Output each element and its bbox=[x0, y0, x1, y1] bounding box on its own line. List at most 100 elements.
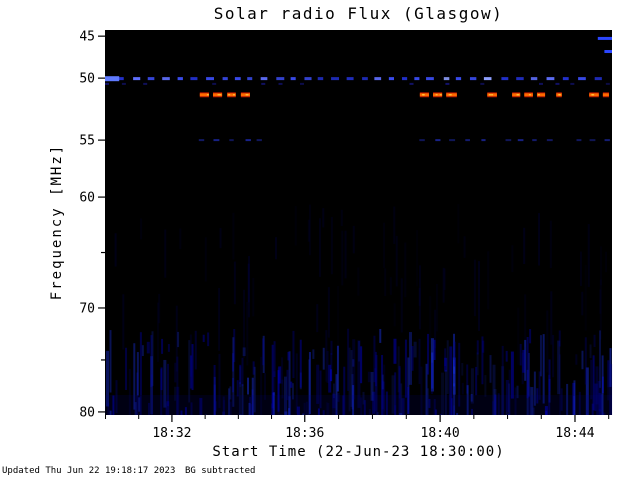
noise-streak bbox=[595, 366, 599, 405]
interference-dash bbox=[501, 77, 509, 81]
burst-hot-pixel bbox=[537, 94, 540, 96]
noise-streak bbox=[558, 330, 561, 347]
burst-hot-pixel bbox=[422, 94, 425, 96]
noise-streak bbox=[581, 350, 584, 370]
interference-dash bbox=[317, 77, 324, 81]
noise-streak bbox=[398, 367, 401, 399]
interference-dash bbox=[276, 77, 285, 81]
faint-dash bbox=[589, 139, 596, 142]
noise-streak bbox=[179, 228, 182, 250]
x-tick bbox=[304, 415, 306, 422]
noise-streak bbox=[151, 331, 154, 386]
noise-streak bbox=[522, 349, 526, 373]
noise-streak bbox=[507, 414, 510, 415]
noise-streak bbox=[328, 364, 332, 393]
noise-streak bbox=[332, 392, 336, 415]
noise-streak bbox=[482, 340, 485, 353]
noise-streak bbox=[275, 237, 278, 260]
noise-streak bbox=[463, 236, 466, 258]
x-minor-tick bbox=[204, 415, 206, 419]
noise-streak bbox=[508, 369, 511, 415]
noise-streak bbox=[231, 353, 234, 372]
noise-streak bbox=[477, 261, 480, 331]
x-tick bbox=[574, 415, 576, 422]
noise-streak bbox=[299, 339, 302, 388]
noise-streak bbox=[530, 387, 534, 415]
interference-dash bbox=[455, 77, 462, 81]
noise-streak bbox=[341, 230, 344, 286]
noise-streak bbox=[166, 401, 170, 415]
noise-streak bbox=[219, 228, 222, 249]
noise-streak bbox=[164, 229, 167, 278]
noise-streak bbox=[433, 339, 436, 360]
interference-dash bbox=[260, 77, 268, 81]
noise-streak bbox=[501, 366, 505, 415]
noise-streak bbox=[270, 403, 273, 415]
interference-dash-faint bbox=[555, 82, 560, 85]
interference-dash bbox=[530, 77, 538, 81]
interference-dash bbox=[483, 77, 492, 81]
noise-streak bbox=[426, 388, 429, 415]
faint-dash bbox=[213, 139, 220, 142]
edge-artifact bbox=[597, 36, 612, 40]
noise-streak bbox=[443, 268, 446, 291]
noise-streak bbox=[232, 212, 235, 260]
x-minor-tick bbox=[405, 415, 407, 419]
noise-streak bbox=[494, 394, 497, 415]
noise-streak bbox=[453, 359, 456, 374]
noise-streak bbox=[470, 393, 473, 402]
x-minor-tick bbox=[540, 415, 542, 419]
noise-streak bbox=[393, 303, 396, 327]
noise-streak bbox=[444, 357, 448, 372]
noise-streak bbox=[363, 400, 366, 415]
noise-streak bbox=[316, 364, 320, 404]
noise-streak bbox=[524, 294, 527, 347]
noise-streak bbox=[587, 224, 590, 287]
noise-streak bbox=[501, 345, 504, 415]
noise-streak bbox=[322, 410, 325, 415]
noise-streak bbox=[299, 372, 302, 390]
faint-dash bbox=[505, 139, 512, 142]
noise-streak bbox=[381, 380, 384, 409]
noise-streak bbox=[214, 401, 217, 412]
noise-streak bbox=[461, 382, 464, 395]
noise-streak bbox=[435, 409, 438, 415]
noise-streak bbox=[585, 367, 589, 415]
faint-dash bbox=[229, 139, 234, 142]
noise-streak bbox=[319, 370, 322, 409]
noise-streak bbox=[481, 336, 484, 385]
interference-dash bbox=[362, 77, 368, 81]
noise-streak bbox=[184, 407, 187, 415]
noise-streak bbox=[303, 402, 306, 415]
noise-streak bbox=[251, 389, 254, 415]
noise-streak bbox=[335, 410, 338, 415]
noise-streak bbox=[450, 398, 453, 415]
noise-streak bbox=[204, 237, 207, 282]
noise-streak bbox=[231, 377, 234, 393]
noise-streak bbox=[161, 338, 164, 354]
noise-streak bbox=[400, 383, 403, 415]
y-tick-label: 70 bbox=[79, 301, 95, 316]
noise-streak bbox=[557, 340, 561, 395]
noise-streak bbox=[238, 382, 241, 415]
noise-streak bbox=[453, 333, 456, 387]
noise-streak bbox=[271, 392, 274, 415]
noise-streak bbox=[325, 330, 328, 382]
faint-dash bbox=[576, 139, 582, 142]
noise-streak bbox=[394, 372, 397, 415]
noise-streak bbox=[317, 408, 320, 415]
x-minor-tick bbox=[507, 415, 509, 419]
noise-streak bbox=[428, 398, 431, 408]
noise-streak bbox=[190, 402, 193, 415]
noise-streak bbox=[435, 283, 438, 332]
y-tick-label: 60 bbox=[79, 191, 95, 206]
noise-streak bbox=[408, 332, 412, 385]
noise-streak bbox=[389, 277, 392, 295]
noise-streak bbox=[241, 357, 244, 387]
interference-dash-faint bbox=[261, 82, 266, 85]
noise-streak bbox=[288, 351, 291, 415]
noise-streak bbox=[277, 370, 280, 412]
interference-dash bbox=[206, 77, 214, 81]
